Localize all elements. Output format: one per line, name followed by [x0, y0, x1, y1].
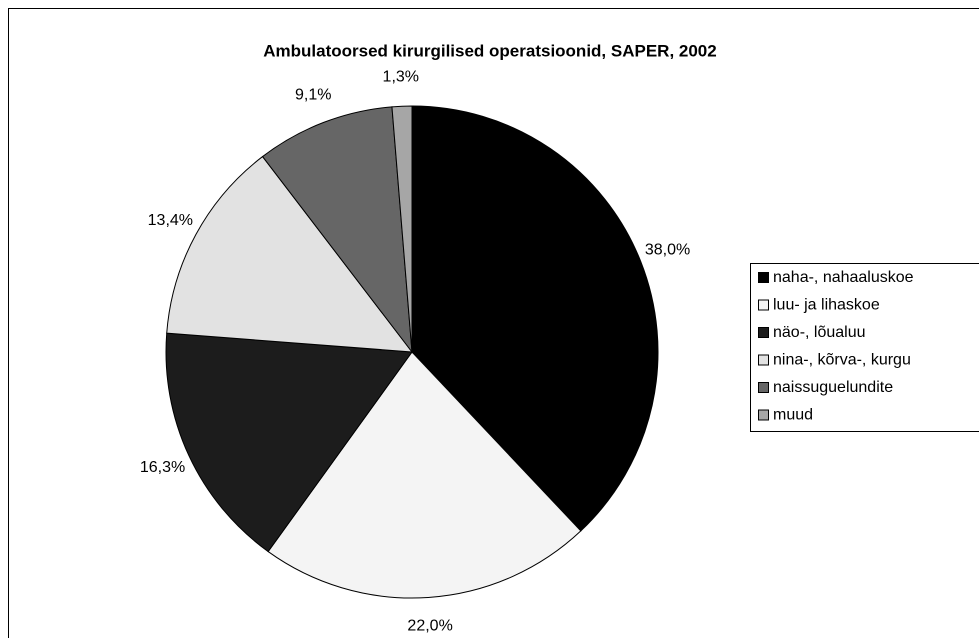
legend-swatch	[758, 382, 769, 393]
legend-swatch	[758, 409, 769, 421]
legend-swatch	[758, 354, 769, 366]
pie-slice	[267, 351, 582, 599]
legend-label: naha-, nahaaluskoe	[773, 269, 914, 286]
data-label: 16,3%	[140, 459, 185, 476]
data-label: 22,0%	[407, 618, 452, 635]
pie-slice	[261, 106, 413, 354]
legend-label: luu- ja lihaskoe	[773, 297, 880, 314]
data-label: 9,1%	[295, 87, 331, 104]
legend-swatch	[758, 327, 769, 338]
chart-title: Ambulatoorsed kirurgilised operatsioonid…	[263, 41, 716, 60]
legend-box	[750, 263, 979, 432]
legend-label: näo-, lõualuu	[773, 324, 866, 341]
data-label: 1,3%	[383, 68, 419, 85]
pie-slice	[165, 332, 413, 553]
legend-label: muud	[773, 407, 813, 424]
pie-slice	[166, 155, 414, 353]
data-label: 38,0%	[645, 242, 690, 259]
pie-slice	[391, 105, 413, 353]
pie-slice	[411, 105, 659, 532]
legend-swatch	[758, 299, 769, 311]
legend-label: naissuguelundite	[773, 379, 893, 396]
legend-swatch	[758, 272, 769, 283]
data-label: 13,4%	[148, 212, 193, 229]
legend-label: nina-, kõrva-, kurgu	[773, 352, 911, 369]
